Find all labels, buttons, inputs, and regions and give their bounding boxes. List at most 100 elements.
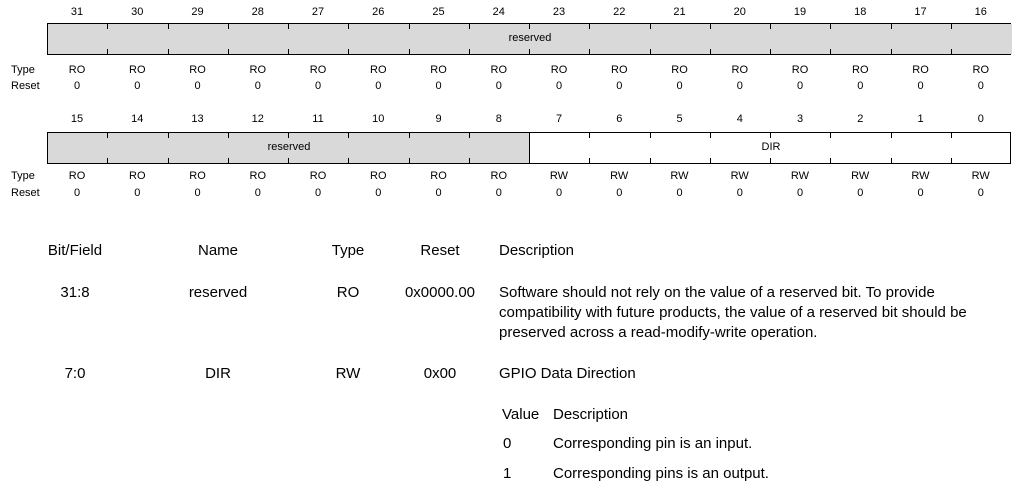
register-bar-lower: reserved DIR <box>47 132 1011 164</box>
bit-number: 13 <box>191 113 204 125</box>
header-reset: Reset <box>420 242 460 259</box>
type-value: RW <box>670 170 689 182</box>
bit-tick <box>167 24 169 29</box>
type-value: RO <box>490 64 508 76</box>
row-description-line: compatibility with future products, the … <box>499 304 967 321</box>
bit-tick <box>468 49 470 54</box>
reset-value: 0 <box>314 187 322 199</box>
reset-value: 0 <box>254 80 261 92</box>
bit-tick <box>950 133 952 138</box>
bit-number: 2 <box>857 113 864 125</box>
bit-number: 25 <box>432 6 445 18</box>
register-field-label: reserved <box>508 32 552 44</box>
type-value: RW <box>730 170 749 182</box>
reset-value: 0 <box>676 187 683 199</box>
row-bitfield: 31:8 <box>60 284 90 301</box>
bit-number: 26 <box>372 6 385 18</box>
value-description-cell: Corresponding pins is an output. <box>553 465 769 482</box>
bit-number: 6 <box>616 113 623 125</box>
bit-number: 9 <box>435 113 442 125</box>
type-value: RO <box>189 64 206 76</box>
value-description-header: Description <box>553 406 629 423</box>
type-value: RO <box>309 170 327 182</box>
bit-tick <box>649 133 651 138</box>
bit-tick <box>529 24 530 29</box>
bit-tick <box>589 158 591 163</box>
bit-tick <box>468 133 470 138</box>
reset-value: 0 <box>977 80 984 92</box>
bit-tick <box>830 24 832 29</box>
bit-tick <box>107 49 109 54</box>
row-description-line: Software should not rely on the value of… <box>499 284 935 301</box>
type-row-label: Type <box>11 170 35 182</box>
bit-tick <box>288 49 289 54</box>
type-value: RO <box>912 64 929 76</box>
type-value: RO <box>129 64 146 76</box>
type-value: RO <box>370 64 387 76</box>
bit-tick <box>709 133 711 138</box>
bit-tick <box>288 158 289 163</box>
type-value: RO <box>68 170 86 182</box>
value-cell: 1 <box>503 465 512 482</box>
row-name: DIR <box>205 365 231 382</box>
bit-number: 7 <box>555 113 563 125</box>
header-description: Description <box>499 242 575 259</box>
bit-tick <box>589 133 591 138</box>
register-field: reserved <box>48 133 530 163</box>
bit-number: 0 <box>977 113 984 125</box>
type-value: RW <box>610 170 629 182</box>
bit-tick <box>408 158 410 163</box>
bit-tick <box>167 158 169 163</box>
header-name: Name <box>197 242 238 259</box>
bit-number: 10 <box>372 113 385 125</box>
row-description-line: GPIO Data Direction <box>499 365 636 382</box>
bit-tick <box>890 49 892 54</box>
register-field: reserved <box>48 24 1012 54</box>
bit-tick <box>770 133 771 138</box>
bit-tick <box>529 158 530 163</box>
reset-value: 0 <box>857 187 864 199</box>
bit-number: 24 <box>492 6 505 18</box>
value-description-cell: Corresponding pin is an input. <box>553 435 753 452</box>
bit-number: 11 <box>312 113 324 125</box>
reset-value: 0 <box>977 187 984 199</box>
type-value: RO <box>430 64 447 76</box>
type-value: RO <box>490 170 508 182</box>
bit-number: 22 <box>613 6 626 18</box>
bit-number: 27 <box>311 6 325 18</box>
bit-tick <box>890 158 892 163</box>
reset-value: 0 <box>555 80 563 92</box>
row-reset: 0x0000.00 <box>404 284 476 301</box>
type-value: RW <box>911 170 930 182</box>
type-value: RO <box>611 64 628 76</box>
row-type: RO <box>336 284 360 301</box>
header-bitfield: Bit/Field <box>47 242 103 259</box>
bit-number: 21 <box>673 6 686 18</box>
bit-tick <box>348 24 350 29</box>
reset-value: 0 <box>676 80 683 92</box>
type-row-label: Type <box>11 64 35 76</box>
register-bar-upper: reserved <box>47 23 1012 55</box>
reset-value: 0 <box>375 187 382 199</box>
reset-value: 0 <box>194 80 201 92</box>
bit-tick <box>468 24 470 29</box>
bit-number: 19 <box>793 6 807 18</box>
reset-value: 0 <box>314 80 322 92</box>
bit-tick <box>709 24 711 29</box>
type-value: RO <box>68 64 86 76</box>
bit-tick <box>709 158 711 163</box>
bit-number: 1 <box>917 113 924 125</box>
bit-number: 30 <box>131 6 144 18</box>
bit-tick <box>227 133 229 138</box>
reset-value: 0 <box>616 80 623 92</box>
bit-number: 20 <box>733 6 746 18</box>
register-field: DIR <box>529 133 1012 163</box>
type-value: RO <box>852 64 869 76</box>
bit-tick <box>227 158 229 163</box>
bit-tick <box>107 158 109 163</box>
reset-value: 0 <box>495 187 502 199</box>
bit-number: 28 <box>251 6 264 18</box>
row-reset: 0x00 <box>423 365 457 382</box>
bit-tick <box>770 158 771 163</box>
type-value: RO <box>550 64 568 76</box>
